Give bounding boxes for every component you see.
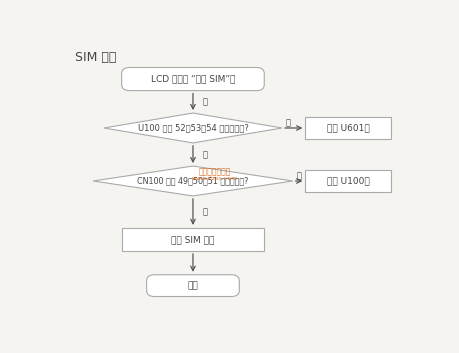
Text: 否: 否 bbox=[296, 172, 301, 181]
Text: 检查 U100。: 检查 U100。 bbox=[326, 176, 369, 185]
Text: 是: 是 bbox=[202, 97, 207, 106]
Polygon shape bbox=[104, 113, 281, 143]
Text: 是: 是 bbox=[202, 208, 207, 216]
Bar bbox=[121, 228, 264, 251]
Bar bbox=[305, 117, 390, 139]
Text: 检查 SIM 卡。: 检查 SIM 卡。 bbox=[171, 235, 214, 244]
Polygon shape bbox=[93, 166, 292, 196]
Text: 结束: 结束 bbox=[187, 281, 198, 290]
Bar bbox=[305, 170, 390, 192]
Text: SIM 部分: SIM 部分 bbox=[75, 50, 117, 64]
Text: www.dzsc.com: www.dzsc.com bbox=[191, 176, 237, 181]
Text: CN100 管脚 49、50、51 是否有信号?: CN100 管脚 49、50、51 是否有信号? bbox=[137, 176, 248, 185]
Text: U100 管脚 52、53、54 是否有信号?: U100 管脚 52、53、54 是否有信号? bbox=[137, 124, 248, 132]
Text: LCD 上显示 “插入 SIM”。: LCD 上显示 “插入 SIM”。 bbox=[151, 74, 235, 84]
Text: 维库电子市场网: 维库电子市场网 bbox=[198, 167, 230, 176]
FancyBboxPatch shape bbox=[121, 67, 264, 91]
FancyBboxPatch shape bbox=[146, 275, 239, 297]
Text: 否: 否 bbox=[285, 119, 291, 127]
Text: 是: 是 bbox=[202, 150, 207, 159]
Text: 检查 U601。: 检查 U601。 bbox=[326, 124, 369, 132]
